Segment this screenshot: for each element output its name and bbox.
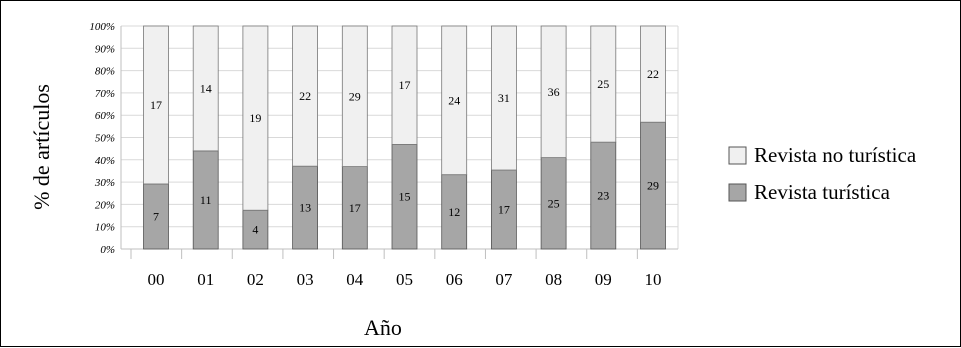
data-label-revista-no-turistica: 22 [299,89,311,103]
data-label-revista-turistica: 13 [299,201,311,215]
x-tick-label: 03 [297,270,314,289]
data-label-revista-turistica: 12 [448,205,460,219]
bar-revista-no-turistica [640,25,666,123]
y-tick-label: 10% [95,222,115,234]
data-label-revista-no-turistica: 17 [150,98,162,112]
y-tick-label: 60% [95,110,115,122]
data-label-revista-no-turistica: 31 [498,91,510,105]
data-label-revista-no-turistica: 24 [448,93,460,107]
x-tick-label: 06 [446,270,463,289]
data-label-revista-turistica: 17 [349,201,361,215]
bar-revista-no-turistica [441,25,468,176]
data-label-revista-no-turistica: 17 [399,78,411,92]
bar-revista-turistica [391,144,418,250]
bar-revista-turistica [341,166,368,250]
data-label-revista-no-turistica: 36 [548,85,560,99]
y-tick-label: 30% [94,177,115,189]
data-label-revista-no-turistica: 19 [249,111,261,125]
x-tick-labels: 00 01 02 03 04 05 06 07 08 09 10 [148,270,662,289]
data-label-revista-turistica: 11 [200,193,212,207]
x-axis-title: Año [364,315,402,340]
y-tick-label: 90% [95,43,115,55]
y-tick-label: 20% [95,199,115,211]
bar-revista-no-turistica [391,25,418,145]
y-tick-label: 50% [95,133,115,145]
x-tick-label: 05 [396,270,413,289]
y-tick-label: 70% [95,88,115,100]
bar-revista-no-turistica [490,25,517,171]
x-tick-label: 09 [595,270,612,289]
bar-revista-no-turistica [590,25,617,143]
data-label-revista-no-turistica: 25 [597,77,609,91]
legend-entry: Revista turística [754,180,891,204]
data-label-revista-turistica: 25 [548,196,560,210]
legend-entry: Revista no turística [754,143,917,167]
bar-revista-no-turistica [292,25,319,167]
bar-revista-turistica [292,165,319,250]
bar-revista-no-turistica [143,25,169,185]
bar-revista-turistica [590,141,617,250]
bar-revista-turistica [242,209,269,250]
y-axis-title: % de artículos [29,84,54,210]
x-tick-label: 01 [197,270,214,289]
data-label-revista-no-turistica: 22 [647,67,659,81]
data-label-revista-turistica: 15 [399,190,411,204]
x-tick-label: 08 [545,270,562,289]
x-tick-label: 02 [247,270,264,289]
bars: 7 17 11 14 4 19 13 22 17 29 15 17 12 24 17 31 25 36 23 25 29… [143,25,666,250]
data-label-revista-no-turistica: 29 [349,89,361,103]
x-tick-label: 10 [645,270,662,289]
x-tick-label: 04 [346,270,364,289]
legend: Revista no turística Revista turística [728,143,917,204]
legend-swatch [728,183,747,202]
x-tick-label: 07 [495,270,513,289]
bar-revista-turistica [540,157,567,250]
bar-revista-no-turistica [242,25,269,211]
bar-revista-turistica [441,174,468,250]
y-tick-label: 100% [89,21,115,33]
y-tick-label: 40% [95,155,115,167]
data-label-revista-turistica: 23 [597,189,609,203]
bar-revista-no-turistica [341,25,368,167]
y-tick-label: 0% [100,244,115,256]
data-label-revista-turistica: 7 [153,209,159,223]
bar-revista-no-turistica [192,25,219,152]
bar-revista-turistica [640,121,666,250]
data-label-revista-turistica: 29 [647,179,659,193]
bar-revista-turistica [192,150,219,250]
data-label-revista-turistica: 4 [252,223,258,237]
y-tick-label: 80% [95,66,115,78]
bar-revista-no-turistica [540,25,567,159]
y-tick-labels: 0% 10% 20% 30% 40% 50% 60% 70% 80% 90% 100% [89,21,115,256]
legend-swatch [728,146,747,165]
data-label-revista-no-turistica: 14 [200,81,212,95]
data-label-revista-turistica: 17 [498,203,510,217]
x-tick-label: 00 [148,270,165,289]
